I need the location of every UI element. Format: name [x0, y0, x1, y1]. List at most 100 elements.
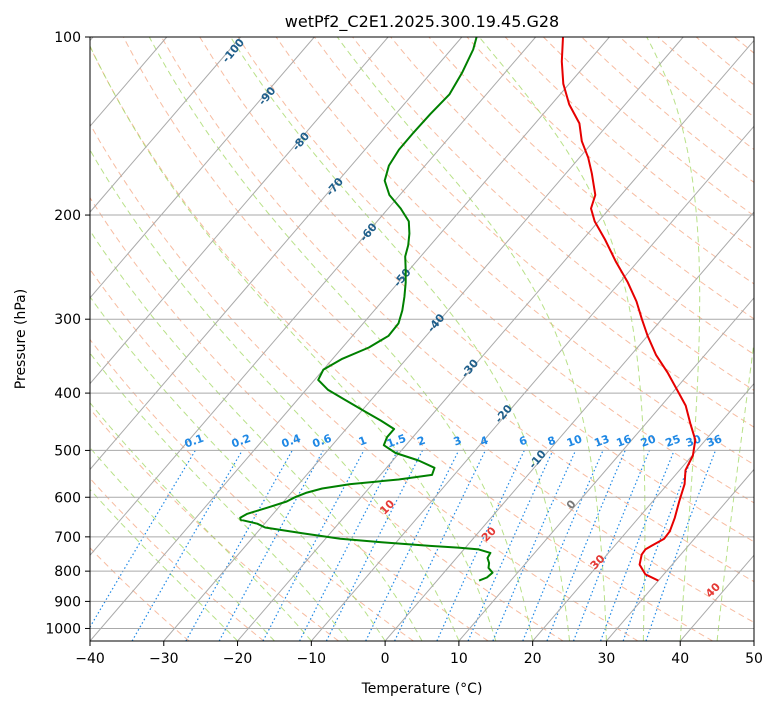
- mixing-ratio-line: [572, 450, 650, 641]
- isotherm-line: [90, 37, 241, 213]
- dry-adiabat-line: [390, 37, 754, 355]
- dry-adiabat-line: [275, 37, 754, 466]
- y-tick-label: 300: [54, 312, 81, 328]
- grid-lines: [90, 37, 754, 641]
- y-tick-label: 200: [54, 208, 81, 224]
- mixing-ratio-label: 6: [517, 434, 529, 449]
- moist-adiabat-line: [90, 352, 349, 641]
- mixing-ratio-label: 13: [592, 432, 611, 449]
- isotherm-line: [237, 39, 754, 641]
- moist-adiabat-line: [646, 37, 701, 641]
- mixing-ratio-label: 1: [357, 434, 369, 449]
- isotherm-line: [90, 37, 537, 556]
- isotherm-line: [90, 37, 610, 641]
- mixing-ratio-label: 0.4: [280, 432, 303, 451]
- sounding-profiles: [239, 37, 697, 582]
- mixing-ratio-label: 0.6: [311, 432, 334, 451]
- y-tick-label: 800: [54, 564, 81, 580]
- x-tick-label: −30: [149, 651, 179, 667]
- mixing-ratio-line: [600, 450, 675, 641]
- isotherm-line: [90, 37, 389, 385]
- temperature-profile: [560, 37, 697, 582]
- y-tick-label: 1000: [45, 621, 81, 637]
- y-axis-label: Pressure (hPa): [13, 289, 29, 389]
- x-tick-label: 0: [381, 651, 390, 667]
- mixing-ratio-label: 25: [664, 432, 683, 449]
- mixing-ratio-label: 1.5: [385, 432, 408, 451]
- plot-background: [90, 37, 754, 641]
- dry-adiabat-line: [237, 37, 754, 504]
- dry-adiabat-line: [352, 37, 754, 391]
- mixing-ratio-line: [645, 450, 717, 641]
- mixing-ratio-label: 2: [415, 434, 427, 449]
- dry-adiabat-line: [90, 196, 564, 641]
- mixing-ratio-label: 8: [546, 434, 558, 449]
- moist-adiabat-line: [90, 296, 386, 641]
- x-tick-label: 20: [524, 651, 542, 667]
- moist-adiabat-line: [90, 401, 312, 641]
- mixing-ratio-line: [325, 450, 424, 641]
- chart-title: wetPf2_C2E1.2025.300.19.45.G28: [285, 12, 559, 32]
- dry-adiabat-line: [199, 37, 754, 543]
- dry-adiabat-line: [122, 37, 754, 624]
- moist-adiabat-line: [478, 37, 646, 641]
- moist-adiabat-line: [90, 44, 497, 641]
- mixing-ratio-label: 20: [639, 432, 658, 450]
- y-tick-label: 700: [54, 530, 81, 546]
- mixing-ratio-line: [522, 450, 604, 641]
- axes: −40 −30 −20 −10 0 10 20 30 40 5010020030040050060…: [45, 30, 763, 667]
- y-tick-label: 600: [54, 490, 81, 506]
- isotherm-line: [384, 211, 754, 641]
- moist-adiabat-line: [716, 338, 754, 641]
- plot-area: 0.1 0.2 0.4 0.6 1 1.5 2 3 4 6 8 10 13 16 20 25 30 3610203…: [90, 37, 754, 641]
- x-tick-label: −10: [297, 651, 327, 667]
- dry-adiabats: [90, 37, 754, 641]
- mixing-ratio-label: 10: [565, 432, 584, 450]
- dry-adiabat-line: [161, 37, 754, 583]
- mixing-ratio-label: 4: [478, 434, 490, 449]
- moist-adiabat-line: [90, 446, 275, 641]
- isotherm-line: [163, 37, 684, 641]
- x-tick-label: 30: [598, 651, 616, 667]
- isotherm-line: [310, 125, 754, 641]
- moist-adiabat-line: [230, 37, 571, 641]
- dry-adiabat-line: [90, 268, 489, 641]
- mixing-ratio-label: 3: [452, 434, 464, 449]
- mixing-ratio-line: [546, 450, 626, 641]
- dry-adiabat-line: [90, 547, 190, 641]
- isotherm-line: [90, 37, 315, 299]
- moist-adiabats: [90, 37, 754, 641]
- moist-adiabat-line: [148, 37, 534, 641]
- x-tick-label: −40: [75, 651, 105, 667]
- mixing-ratio-lines: [90, 450, 717, 641]
- moist-adiabat-line: [90, 148, 460, 641]
- mixing-ratio-label: 36: [705, 432, 724, 450]
- isotherm-line: [606, 468, 754, 641]
- mixing-ratio-line: [467, 450, 554, 641]
- x-tick-label: 10: [450, 651, 468, 667]
- mixing-ratio-line: [185, 450, 293, 641]
- dry-adiabat-line: [90, 45, 713, 641]
- y-tick-label: 900: [54, 594, 81, 610]
- x-tick-label: 40: [671, 651, 689, 667]
- x-tick-label: −20: [223, 651, 253, 667]
- dry-adiabat-line: [313, 37, 754, 428]
- y-tick-label: 500: [54, 443, 81, 459]
- dry-adiabat-line: [90, 477, 265, 641]
- mixing-ratio-line: [622, 450, 696, 641]
- mixing-ratio-label: 0.2: [230, 432, 253, 451]
- x-axis-label: Temperature (°C): [361, 681, 483, 697]
- isotherm-line: [532, 382, 754, 641]
- plot-frame: [89, 36, 755, 642]
- moist-adiabat-line: [90, 229, 423, 641]
- mixing-ratio-label: 30: [684, 432, 703, 450]
- dewpoint-profile: [239, 37, 494, 582]
- moist-adiabat-line: [336, 37, 607, 641]
- mixing-ratio-line: [262, 450, 365, 641]
- dry-adiabat-line: [90, 123, 639, 641]
- y-tick-label: 100: [54, 30, 81, 46]
- isotherm-line: [458, 297, 754, 641]
- background-line-labels: 0.1 0.2 0.4 0.6 1 1.5 2 3 4 6 8 10 13 16 20 25 30 3610203…: [183, 37, 724, 600]
- x-tick-label: 50: [745, 651, 763, 667]
